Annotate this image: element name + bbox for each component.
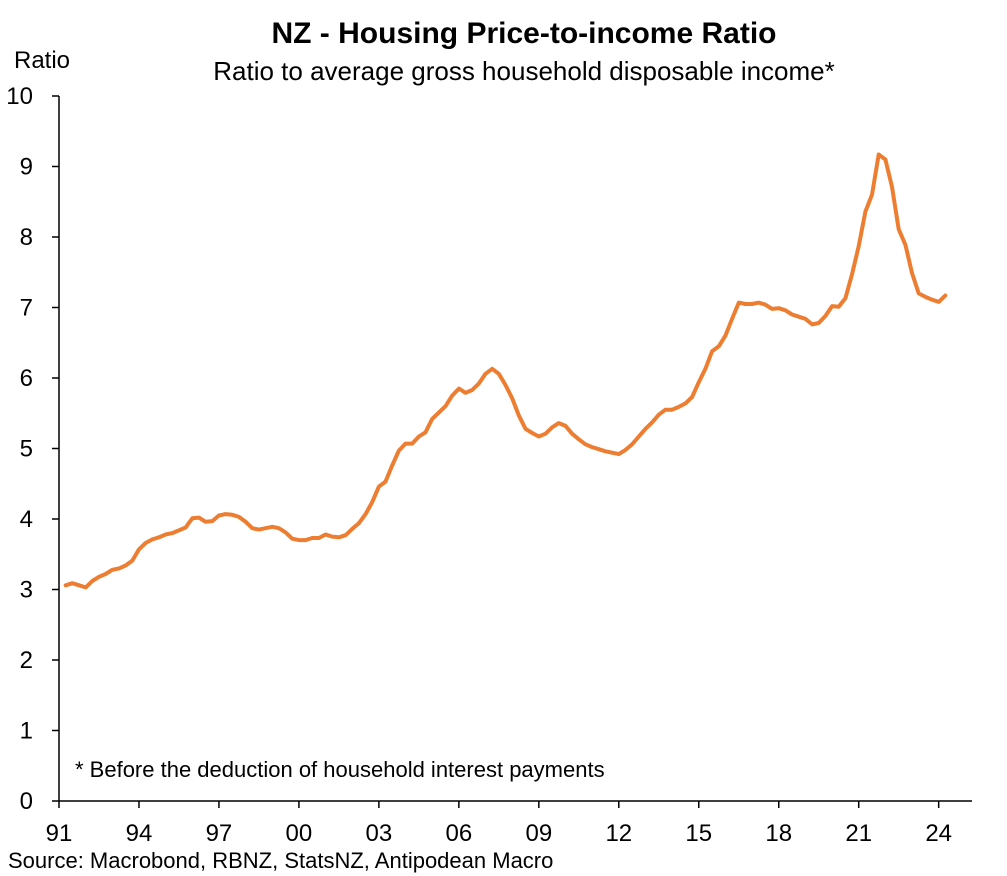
chart-title: NZ - Housing Price-to-income Ratio [271, 17, 776, 50]
y-tick-label: 2 [20, 647, 33, 674]
series-line [63, 152, 948, 590]
y-tick-label: 10 [6, 83, 33, 110]
y-axis-label: Ratio [14, 47, 70, 74]
footnote: * Before the deduction of household inte… [75, 757, 605, 782]
y-tick-label: 5 [20, 436, 33, 463]
y-tick-label: 6 [20, 365, 33, 392]
y-tick-label: 4 [20, 506, 33, 533]
x-tick-label: 00 [286, 820, 313, 847]
chart-subtitle: Ratio to average gross household disposa… [213, 56, 835, 86]
y-tick-label: 0 [20, 788, 33, 815]
x-tick-label: 03 [366, 820, 393, 847]
y-tick-label: 7 [20, 295, 33, 322]
x-tick-label: 94 [126, 820, 153, 847]
x-tick-label: 91 [46, 820, 73, 847]
y-tick-label: 1 [20, 718, 33, 745]
y-tick-label: 3 [20, 577, 33, 604]
x-tick-label: 21 [845, 820, 872, 847]
x-tick-label: 12 [605, 820, 632, 847]
x-tick-label: 06 [446, 820, 473, 847]
x-tick-label: 09 [525, 820, 552, 847]
x-tick-label: 18 [765, 820, 792, 847]
y-tick-label: 9 [20, 154, 33, 181]
x-axis: 91 94 97 00 03 06 09 12 15 18 21 24 [46, 801, 952, 847]
x-tick-label: 97 [206, 820, 233, 847]
x-tick-label: 24 [925, 820, 952, 847]
y-axis: 0 1 2 3 4 5 6 7 8 9 10 [6, 83, 59, 815]
x-tick-label: 15 [685, 820, 712, 847]
y-tick-label: 8 [20, 224, 33, 251]
source-note: Source: Macrobond, RBNZ, StatsNZ, Antipo… [8, 848, 553, 873]
